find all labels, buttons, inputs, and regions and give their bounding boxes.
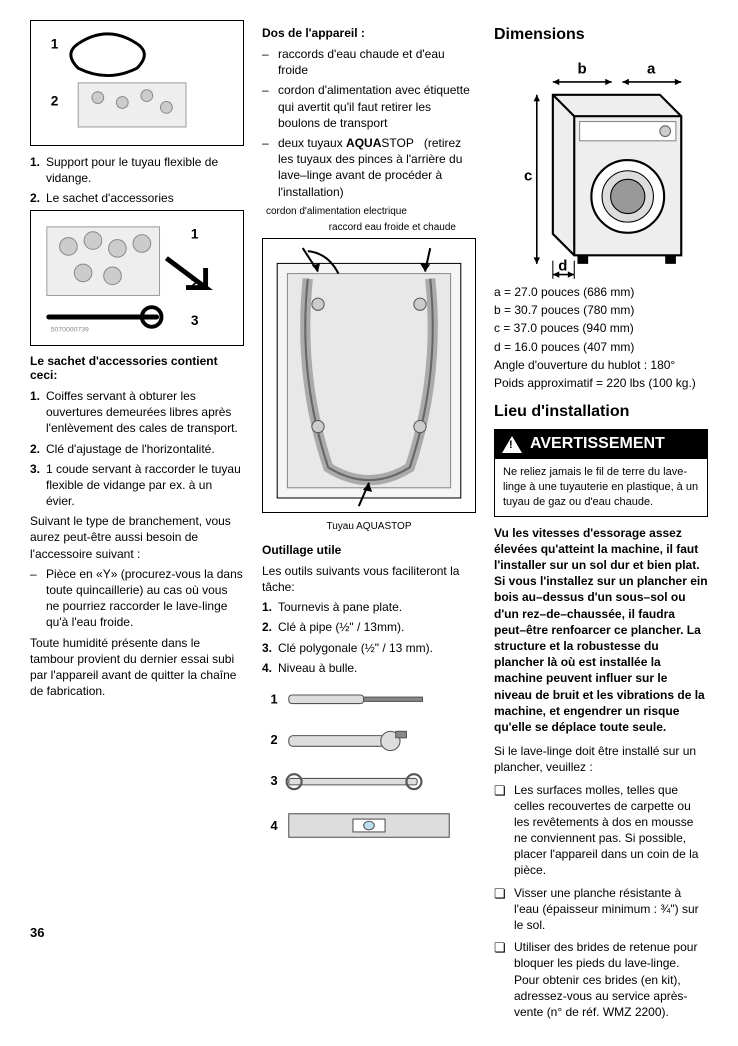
dim-b: b = 30.7 pouces (780 mm) <box>494 302 708 318</box>
machine-back-svg <box>267 243 471 508</box>
dimension-values: a = 27.0 pouces (686 mm) b = 30.7 pouces… <box>494 284 708 391</box>
dos-title: Dos de l'appareil : <box>262 26 476 40</box>
outillage-intro: Les outils suivants vous faciliteront la… <box>262 563 476 595</box>
accessories-bag-svg: 1 2 3 5070000739 <box>39 219 235 337</box>
list-item: 2.Clé à pipe (½" / 13mm). <box>262 619 476 635</box>
warning-header: AVERTISSEMENT <box>494 429 708 459</box>
column-2: Dos de l'appareil : raccords d'eau chaud… <box>262 20 476 1026</box>
dim-a: a = 27.0 pouces (686 mm) <box>494 284 708 300</box>
dim-label-d: d <box>558 257 567 274</box>
tools-svg: 1 2 3 4 <box>262 680 476 862</box>
para-after-bold: Si le lave-linge doit être installé sur … <box>494 743 708 775</box>
dos-list: raccords d'eau chaude et d'eau froide co… <box>262 46 476 200</box>
dim-c: c = 37.0 pouces (940 mm) <box>494 320 708 336</box>
fig1-caption-list: 1.Support pour le tuyau flexible de vida… <box>30 154 244 207</box>
svg-text:1: 1 <box>191 227 199 242</box>
list-item: deux tuyaux AQUASTOP (retirez les tuyaux… <box>262 135 476 200</box>
label-cordon: cordon d'alimentation electrique <box>266 206 476 218</box>
svg-text:5070000739: 5070000739 <box>51 327 89 334</box>
warning-icon <box>502 436 522 453</box>
warning-text: Ne reliez jamais le fil de terre du lave… <box>494 459 708 517</box>
column-1: 1 2 1.Support pour le tuyau flexible de … <box>30 20 244 1026</box>
outillage-title: Outillage utile <box>262 543 476 557</box>
label-tuyau-aquastop: Tuyau AQUASTOP <box>262 521 476 533</box>
list-item: 3.1 coude servant à raccorder le tuyau f… <box>30 461 244 510</box>
dim-angle: Angle d'ouverture du hublot : 180° <box>494 357 708 373</box>
list-item: Visser une planche résistante à l'eau (é… <box>494 885 708 934</box>
installation-bold-para: Vu les vitesses d'essorage assez élevées… <box>494 525 708 735</box>
dim-label-a: a <box>647 60 656 77</box>
figure-hose-support: 1 2 <box>30 20 244 146</box>
list-item: 3.Clé polygonale (½" / 13 mm). <box>262 640 476 656</box>
svg-text:1: 1 <box>51 37 59 52</box>
svg-text:3: 3 <box>191 313 199 328</box>
label-raccord: raccord eau froide et chaude <box>262 222 456 234</box>
list-item: Les surfaces molles, telles que celles r… <box>494 782 708 879</box>
dim-label-b: b <box>577 60 586 77</box>
list-item: cordon d'alimentation avec étiquette qui… <box>262 82 476 131</box>
list-item: Pièce en «Y» (procurez-vous la dans tout… <box>30 566 244 631</box>
dim-label-c: c <box>524 167 532 184</box>
page-number: 36 <box>30 925 44 940</box>
floor-checklist: Les surfaces molles, telles que celles r… <box>494 782 708 1021</box>
svg-text:3: 3 <box>271 773 278 788</box>
svg-text:2: 2 <box>191 276 199 291</box>
dim-weight: Poids approximatif = 220 lbs (100 kg.) <box>494 375 708 391</box>
list-item: 4.Niveau à bulle. <box>262 660 476 676</box>
column-3: Dimensions a b <box>494 20 708 1026</box>
figure-accessories-bag: 1 2 3 5070000739 <box>30 210 244 346</box>
warning-label: AVERTISSEMENT <box>530 435 665 453</box>
dimensions-svg: a b c d <box>494 52 708 282</box>
svg-text:4: 4 <box>271 818 279 833</box>
dimensions-title: Dimensions <box>494 26 708 44</box>
para-accessory-note: Suivant le type de branchement, vous aur… <box>30 513 244 562</box>
svg-text:2: 2 <box>271 732 278 747</box>
para-humidity: Toute humidité présente dans le tambour … <box>30 635 244 700</box>
y-piece-list: Pièce en «Y» (procurez-vous la dans tout… <box>30 566 244 631</box>
sachet-title: Le sachet d'accessories contient ceci: <box>30 354 244 382</box>
list-item: Utiliser des brides de retenue pour bloq… <box>494 939 708 1020</box>
lieu-title: Lieu d'installation <box>494 403 708 421</box>
outillage-list: 1.Tournevis à pane plate. 2.Clé à pipe (… <box>262 599 476 676</box>
hose-support-svg: 1 2 <box>39 29 235 137</box>
list-item: 1.Coiffes servant à obturer les ouvertur… <box>30 388 244 437</box>
caption-item: 1.Support pour le tuyau flexible de vida… <box>30 154 244 186</box>
svg-text:2: 2 <box>51 93 59 108</box>
dim-d: d = 16.0 pouces (407 mm) <box>494 339 708 355</box>
list-item: 1.Tournevis à pane plate. <box>262 599 476 615</box>
figure-machine-back <box>262 238 476 513</box>
sachet-list: 1.Coiffes servant à obturer les ouvertur… <box>30 388 244 509</box>
caption-item: 2.Le sachet d'accessories <box>30 190 244 206</box>
svg-text:1: 1 <box>271 692 278 707</box>
list-item: 2.Clé d'ajustage de l'horizontalité. <box>30 441 244 457</box>
list-item: raccords d'eau chaude et d'eau froide <box>262 46 476 78</box>
